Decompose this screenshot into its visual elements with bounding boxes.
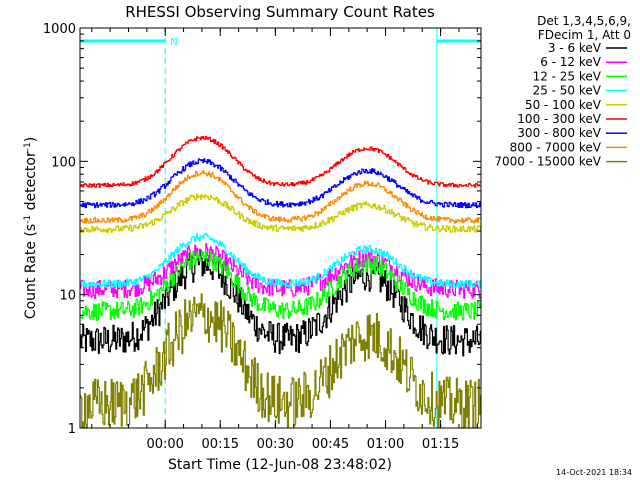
series-layer bbox=[80, 135, 481, 429]
plot-frame bbox=[79, 27, 482, 429]
attenuator-label: N bbox=[170, 37, 177, 48]
generated-timestamp: 14-Oct-2021 18:34 bbox=[556, 468, 632, 477]
y-axis-label-sup-2: -1 bbox=[23, 142, 33, 151]
legend-label-7: 800 - 7000 keV bbox=[510, 140, 602, 154]
series-5-line bbox=[80, 135, 481, 188]
y-tick-label: 1 bbox=[68, 422, 76, 437]
x-tick-label: 00:15 bbox=[202, 437, 239, 452]
series-6-line bbox=[80, 158, 481, 209]
legend-header-line-1: Det 1,3,4,5,6,9, bbox=[537, 14, 631, 28]
y-axis-label: Count Rate (s-1 detector-1) bbox=[23, 137, 39, 319]
x-axis: 00:00 00:15 00:30 00:45 01:00 01:15 bbox=[91, 28, 478, 452]
x-tick-label: 00:30 bbox=[257, 437, 294, 452]
legend-label-5: 100 - 300 keV bbox=[517, 112, 601, 126]
y-axis: 1 10 100 1000 bbox=[43, 22, 481, 437]
x-tick-label: 01:15 bbox=[422, 437, 459, 452]
y-axis-label-mid: detector bbox=[23, 151, 39, 215]
legend-label-3: 25 - 50 keV bbox=[533, 84, 602, 98]
series-8-line bbox=[80, 293, 481, 429]
legend: Det 1,3,4,5,6,9, FDecim 1, Att 0 3 - 6 k… bbox=[494, 14, 631, 169]
y-axis-label-end: ) bbox=[23, 137, 39, 142]
legend-header-line-2: FDecim 1, Att 0 bbox=[538, 28, 631, 42]
series-3-line bbox=[80, 232, 481, 289]
series-7-line bbox=[80, 170, 481, 224]
legend-label-1: 6 - 12 keV bbox=[540, 55, 602, 69]
x-tick-label: 01:00 bbox=[367, 437, 404, 452]
y-tick-label: 10 bbox=[59, 289, 76, 304]
y-tick-label: 1000 bbox=[43, 22, 76, 37]
x-tick-label: 00:45 bbox=[312, 437, 349, 452]
y-tick-label: 100 bbox=[51, 155, 76, 170]
x-tick-label: 00:00 bbox=[146, 437, 183, 452]
series-0-line bbox=[80, 250, 481, 357]
series-2-line bbox=[80, 250, 481, 321]
legend-label-2: 12 - 25 keV bbox=[533, 69, 602, 83]
y-axis-label-sup-1: -1 bbox=[23, 215, 33, 224]
legend-label-6: 300 - 800 keV bbox=[517, 126, 601, 140]
series-4-line bbox=[80, 193, 481, 233]
legend-label-4: 50 - 100 keV bbox=[525, 98, 602, 112]
chart-title: RHESSI Observing Summary Count Rates bbox=[125, 3, 435, 21]
legend-label-0: 3 - 6 keV bbox=[548, 41, 602, 55]
legend-label-8: 7000 - 15000 keV bbox=[494, 155, 601, 169]
y-axis-label-main: Count Rate (s bbox=[23, 224, 39, 319]
x-axis-label: Start Time (12-Jun-08 23:48:02) bbox=[168, 457, 392, 473]
